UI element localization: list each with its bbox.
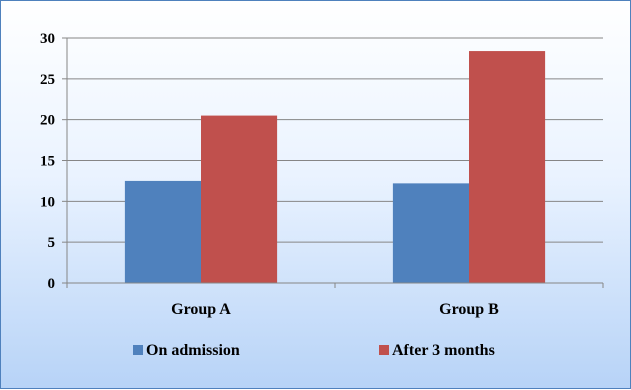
y-tick-label: 30 (40, 31, 55, 47)
bar-after-3-months-group-b (469, 51, 546, 283)
legend-label: On admission (146, 342, 240, 359)
y-tick-label: 10 (40, 194, 55, 210)
bars (124, 51, 546, 283)
x-category-label: Group A (171, 301, 231, 318)
y-tick-label: 20 (40, 113, 55, 129)
y-tick-label: 25 (40, 72, 55, 88)
legend: On admission After 3 months (133, 342, 495, 359)
bar-after-3-months-group-a (201, 115, 278, 283)
x-category-label: Group B (439, 301, 499, 318)
y-tick-labels: 0 5 10 15 20 25 30 (40, 31, 55, 292)
y-tick-label: 0 (48, 276, 56, 292)
legend-label: After 3 months (392, 342, 495, 359)
bar-on-admission-group-a (124, 180, 201, 283)
bar-on-admission-group-b (392, 183, 469, 283)
legend-swatch (133, 345, 143, 355)
legend-swatch (379, 345, 389, 355)
y-tick-label: 5 (48, 235, 56, 251)
axes (62, 37, 604, 288)
y-tick-label: 15 (40, 154, 55, 170)
x-category-labels: Group A Group B (171, 301, 499, 318)
